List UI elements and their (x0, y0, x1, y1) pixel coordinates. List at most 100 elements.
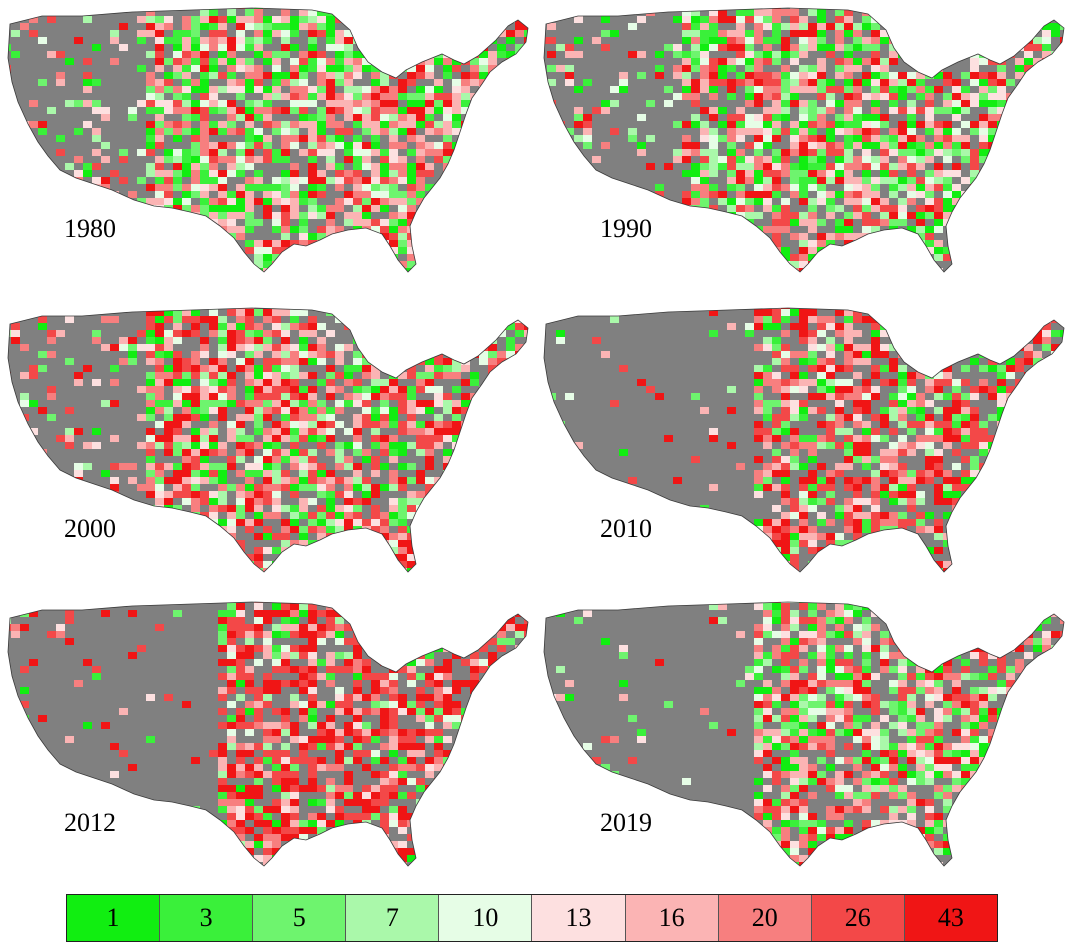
county-cell (146, 142, 155, 149)
county-cell (673, 51, 682, 58)
county-cell (290, 226, 299, 233)
county-cell (389, 275, 398, 282)
county-cell (254, 400, 263, 407)
county-cell (898, 261, 907, 268)
county-cell (281, 30, 290, 37)
county-cell (461, 261, 470, 268)
us-county-map (7, 307, 529, 573)
county-cell (128, 107, 137, 114)
county-cell (524, 547, 528, 554)
county-cell (209, 561, 218, 568)
county-cell (515, 268, 524, 272)
county-cell (56, 554, 65, 561)
county-cell (281, 456, 290, 463)
county-cell (799, 51, 808, 58)
county-cell (344, 79, 353, 86)
county-cell (709, 114, 718, 121)
county-cell (925, 30, 934, 37)
county-cell (443, 568, 452, 572)
county-cell (799, 316, 808, 323)
county-cell (380, 233, 389, 240)
county-cell (227, 226, 236, 233)
county-cell (290, 93, 299, 100)
county-cell (74, 463, 83, 470)
county-cell (470, 79, 479, 86)
county-cell (236, 323, 245, 330)
county-cell (38, 121, 47, 128)
county-cell (736, 121, 745, 128)
county-cell (907, 330, 916, 337)
county-cell (245, 379, 254, 386)
county-cell (853, 79, 862, 86)
county-cell (281, 205, 290, 212)
county-cell (880, 72, 889, 79)
county-cell (344, 114, 353, 121)
county-cell (488, 58, 497, 65)
county-cell (434, 107, 443, 114)
county-cell (398, 79, 407, 86)
county-cell (1033, 337, 1042, 344)
county-cell (898, 79, 907, 86)
county-cell (961, 149, 970, 156)
county-cell (673, 72, 682, 79)
county-cell (245, 568, 254, 572)
county-cell (353, 163, 362, 170)
county-cell (191, 275, 200, 282)
county-cell (808, 149, 817, 156)
county-cell (398, 51, 407, 58)
county-cell (470, 414, 479, 421)
county-cell (997, 37, 1006, 44)
county-cell (826, 337, 835, 344)
county-cell (970, 219, 979, 226)
county-cell (173, 547, 182, 554)
county-cell (173, 477, 182, 484)
county-cell (245, 386, 254, 393)
county-cell (254, 247, 263, 254)
county-cell (164, 261, 173, 268)
county-cell (218, 344, 227, 351)
county-cell (961, 337, 970, 344)
county-cell (254, 414, 263, 421)
county-cell (988, 184, 997, 191)
county-cell (443, 540, 452, 547)
county-cell (790, 79, 799, 86)
county-cell (173, 100, 182, 107)
county-cell (452, 428, 461, 435)
county-cell (425, 289, 434, 292)
county-cell (479, 484, 488, 491)
county-cell (700, 135, 709, 142)
county-cell (200, 121, 209, 128)
county-cell (1069, 128, 1074, 135)
county-cell (407, 372, 416, 379)
county-cell (155, 247, 164, 254)
county-cell (200, 9, 209, 16)
county-cell (817, 323, 826, 330)
county-cell (308, 386, 317, 393)
county-cell (461, 428, 470, 435)
county-cell (808, 72, 817, 79)
county-cell (515, 240, 524, 247)
county-cell (488, 316, 497, 323)
county-cell (790, 177, 799, 184)
county-cell (281, 233, 290, 240)
county-cell (416, 421, 425, 428)
county-cell (281, 170, 290, 177)
county-cell (934, 23, 943, 30)
county-cell (835, 289, 844, 292)
county-cell (1015, 309, 1024, 316)
county-cell (146, 407, 155, 414)
county-cell (191, 86, 200, 93)
county-cell (461, 51, 470, 58)
county-cell (934, 184, 943, 191)
county-cell (11, 407, 20, 414)
county-cell (8, 449, 11, 456)
county-cell (871, 233, 880, 240)
county-cell (416, 344, 425, 351)
county-cell (808, 205, 817, 212)
county-cell (736, 58, 745, 65)
county-cell (763, 254, 772, 261)
county-cell (826, 254, 835, 261)
county-cell (281, 128, 290, 135)
county-cell (754, 212, 763, 219)
county-cell (488, 449, 497, 456)
